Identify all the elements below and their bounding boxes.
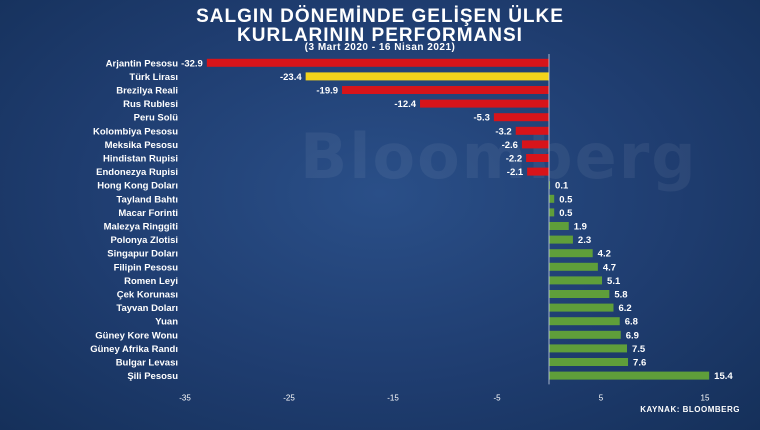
category-label: Endonezya Rupisi [96, 167, 178, 178]
bar [549, 181, 551, 190]
category-label: Meksika Pesosu [105, 140, 179, 151]
x-tick-label: 15 [701, 393, 710, 402]
value-label: 7.6 [633, 358, 646, 369]
category-label: Macar Forinti [118, 208, 178, 219]
value-label: 0.5 [559, 194, 573, 205]
bar [420, 99, 549, 108]
category-label: Polonya Zlotisi [110, 235, 178, 246]
bar [549, 344, 627, 353]
value-label: -5.3 [474, 113, 490, 124]
bar [549, 317, 620, 326]
watermark: Bloomberg [300, 120, 698, 193]
value-label: -19.9 [316, 86, 338, 97]
category-label: Singapur Doları [107, 249, 178, 260]
category-label: Peru Solü [134, 113, 179, 124]
value-label: -2.2 [506, 154, 522, 165]
category-label: Rus Rublesi [123, 99, 178, 110]
value-label: 5.8 [614, 290, 627, 301]
bar [549, 235, 573, 244]
x-tick-label: -25 [283, 393, 295, 402]
x-tick-label: 5 [599, 393, 604, 402]
bar [549, 303, 614, 312]
bar [549, 276, 603, 285]
value-label: 4.2 [598, 249, 611, 260]
category-label: Malezya Ringgiti [104, 222, 178, 233]
bar [206, 58, 549, 67]
bar [549, 222, 569, 230]
category-label: Tayland Bahtı [116, 194, 178, 205]
value-label: -32.9 [181, 58, 203, 69]
value-label: -2.1 [507, 167, 524, 178]
bar [342, 86, 549, 94]
bar [549, 330, 621, 339]
category-label: Şili Pesosu [127, 371, 178, 382]
bar [493, 113, 549, 122]
bar [526, 154, 549, 162]
value-label: 6.8 [625, 317, 638, 328]
category-label: Hindistan Rupisi [103, 154, 178, 165]
category-label: Brezilya Reali [116, 86, 178, 97]
value-label: 2.3 [578, 235, 591, 246]
bar [549, 194, 555, 203]
x-tick-label: -5 [493, 393, 501, 402]
value-label: 1.9 [574, 222, 587, 233]
source-note: KAYNAK: BLOOMBERG [640, 405, 740, 414]
category-label: Kolombiya Pesosu [93, 126, 178, 137]
value-label: 4.7 [603, 262, 616, 273]
value-label: 0.5 [559, 208, 573, 219]
value-label: -2.6 [502, 140, 518, 151]
chart-subtitle: (3 Mart 2020 - 16 Nisan 2021) [304, 42, 456, 53]
category-label: Romen Leyi [124, 276, 178, 287]
value-label: 6.9 [626, 330, 639, 341]
bar [521, 140, 549, 149]
bar [527, 167, 549, 176]
category-label: Yuan [155, 317, 178, 328]
bar [549, 371, 710, 380]
category-label: Filipin Pesosu [114, 262, 179, 273]
bar [549, 249, 593, 258]
category-label: Tayvan Doları [116, 303, 178, 314]
value-label: 5.1 [607, 276, 621, 287]
category-label: Bulgar Levası [116, 358, 178, 369]
bar [549, 208, 555, 217]
x-tick-label: -35 [179, 393, 191, 402]
bar [549, 290, 610, 298]
x-tick-label: -15 [387, 393, 399, 402]
category-label: Çek Korunası [117, 290, 178, 301]
value-label: 7.5 [632, 344, 646, 355]
value-label: 15.4 [714, 371, 733, 382]
bar [305, 72, 549, 81]
bar [515, 126, 549, 135]
value-label: 0.1 [555, 181, 569, 192]
category-label: Arjantin Pesosu [106, 58, 179, 69]
category-label: Hong Kong Doları [97, 181, 178, 192]
value-label: -23.4 [280, 72, 302, 83]
bar [549, 262, 598, 271]
category-label: Güney Kore Wonu [95, 330, 178, 341]
value-label: -3.2 [495, 126, 511, 137]
value-label: -12.4 [394, 99, 416, 110]
chart-title-line2: KURLARININ PERFORMANSI [237, 25, 523, 46]
value-label: 6.2 [618, 303, 631, 314]
chart-title-line1: SALGIN DÖNEMİNDE GELİŞEN ÜLKE [196, 6, 564, 27]
bar [549, 358, 629, 366]
category-label: Türk Lirası [129, 72, 178, 83]
category-label: Güney Afrika Randı [90, 344, 178, 355]
